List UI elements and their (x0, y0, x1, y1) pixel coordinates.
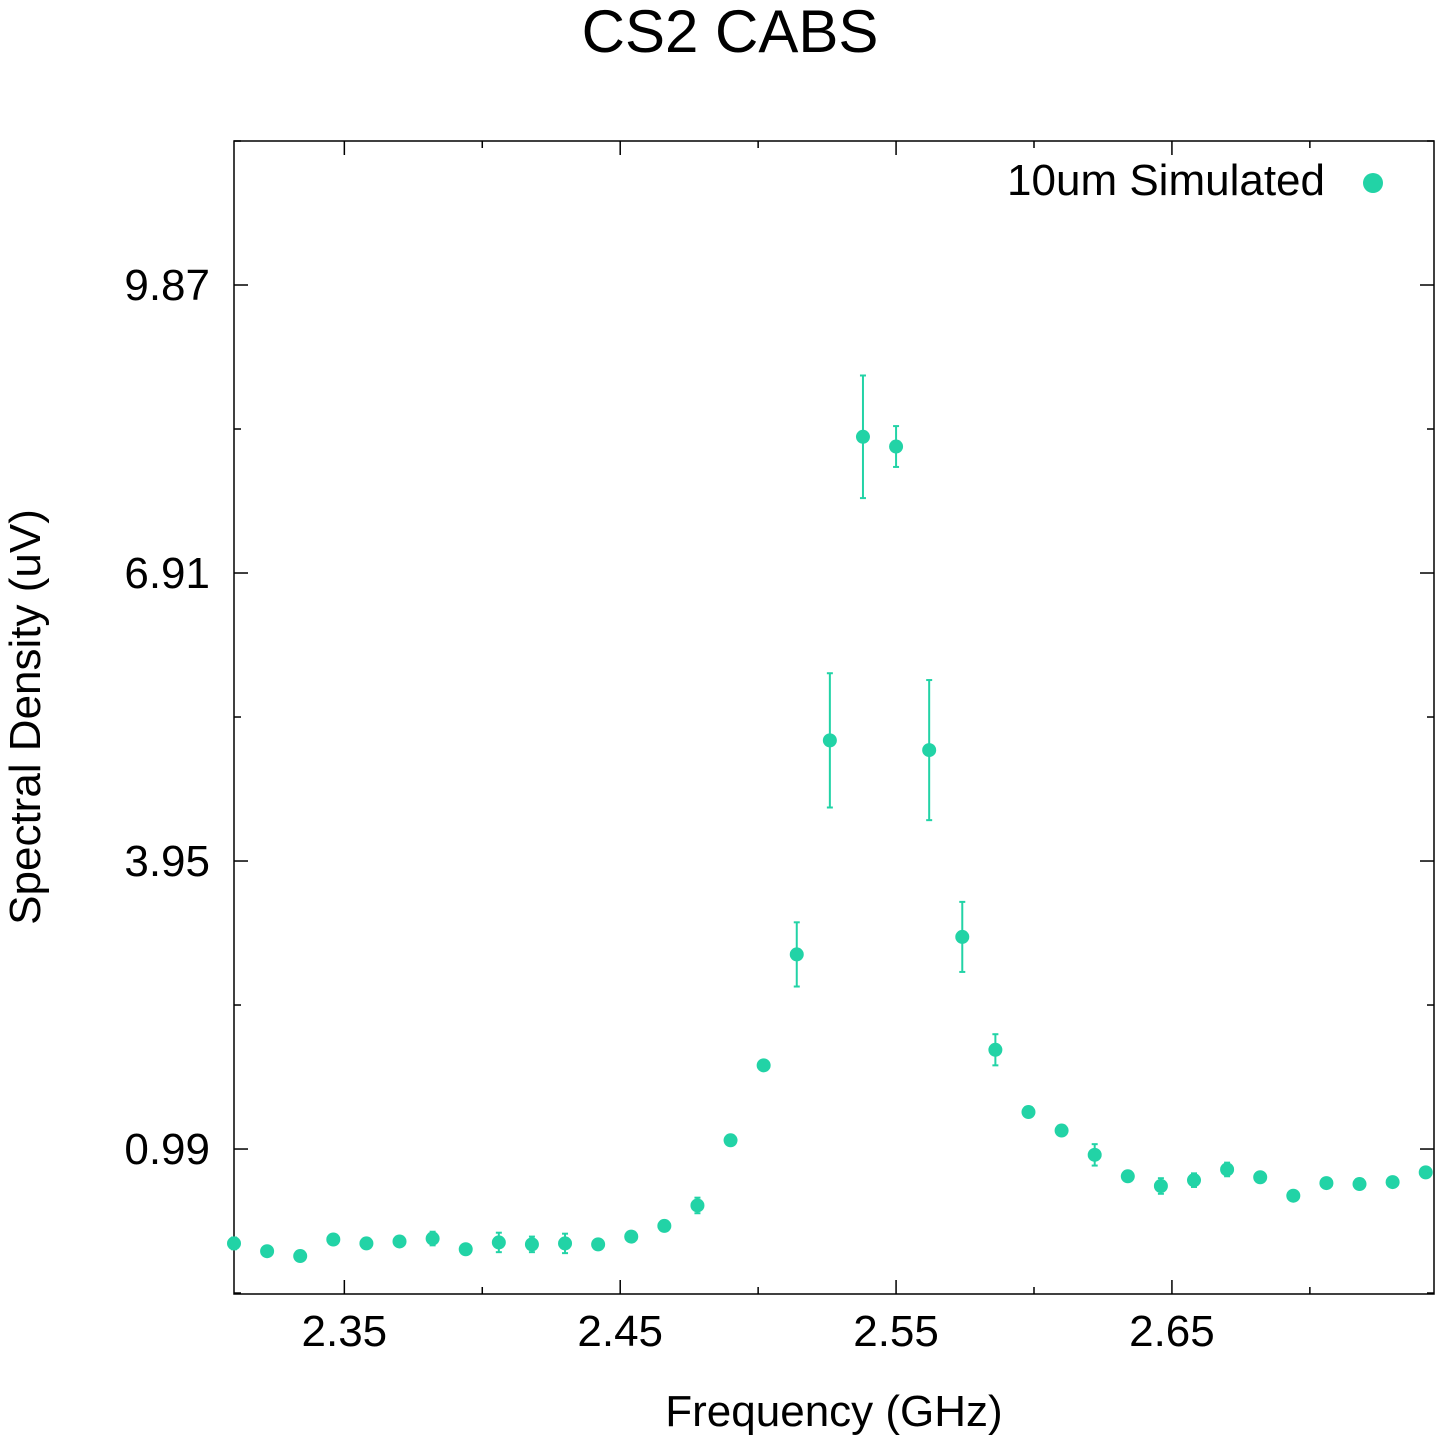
data-point (1418, 1165, 1433, 1180)
data-point (690, 1198, 705, 1213)
x-tick-label: 2.55 (853, 1307, 939, 1356)
y-tick-label: 9.87 (124, 261, 210, 310)
legend-label: 10um Simulated (1007, 156, 1325, 205)
data-point (293, 1249, 308, 1264)
data-point (491, 1235, 506, 1250)
x-tick-label: 2.35 (302, 1307, 388, 1356)
x-axis: 2.35 2.45 2.55 2.65 (302, 141, 1311, 1356)
y-tick-label: 0.99 (124, 1125, 210, 1174)
data-point (988, 1042, 1003, 1057)
plot-area-frame (233, 140, 1435, 1295)
data-point (1319, 1176, 1334, 1191)
data-point (1153, 1178, 1168, 1193)
x-axis-label: Frequency (GHz) (665, 1387, 1002, 1436)
y-tick-label: 6.91 (124, 549, 210, 598)
data-point (458, 1242, 473, 1257)
data-points (227, 429, 1433, 1264)
data-point (1352, 1177, 1367, 1192)
data-point (889, 439, 904, 454)
y-tick-label: 3.95 (124, 837, 210, 886)
data-point (624, 1229, 639, 1244)
data-point (1120, 1169, 1135, 1184)
data-point (392, 1234, 407, 1249)
data-point (855, 429, 870, 444)
data-point (1286, 1188, 1301, 1203)
data-point (558, 1236, 573, 1251)
data-point (524, 1237, 539, 1252)
data-point (955, 929, 970, 944)
data-point (723, 1133, 738, 1148)
chart-title: CS2 CABS (582, 0, 879, 65)
x-tick-label: 2.45 (577, 1307, 663, 1356)
data-point (789, 947, 804, 962)
data-point (326, 1232, 341, 1247)
error-bars (231, 374, 1429, 1261)
y-axis: 0.99 3.95 6.91 9.87 (124, 140, 1434, 1294)
data-point (425, 1231, 440, 1246)
legend: 10um Simulated (1007, 156, 1383, 205)
data-point (1087, 1147, 1102, 1162)
data-point (1187, 1173, 1201, 1188)
data-point (1220, 1162, 1235, 1177)
y-axis-label: Spectral Density (uV) (1, 509, 50, 925)
data-point (922, 743, 937, 758)
x-tick-label: 2.65 (1129, 1307, 1215, 1356)
data-point (227, 1236, 241, 1251)
data-point (756, 1058, 771, 1073)
data-point (1253, 1170, 1268, 1185)
data-point (657, 1218, 672, 1233)
data-point (591, 1237, 606, 1252)
data-point (260, 1244, 275, 1259)
data-point (1021, 1105, 1036, 1120)
data-point (1054, 1123, 1069, 1138)
data-point (822, 733, 837, 748)
data-point (359, 1236, 374, 1251)
data-point (1385, 1175, 1400, 1190)
legend-marker (1363, 173, 1383, 193)
